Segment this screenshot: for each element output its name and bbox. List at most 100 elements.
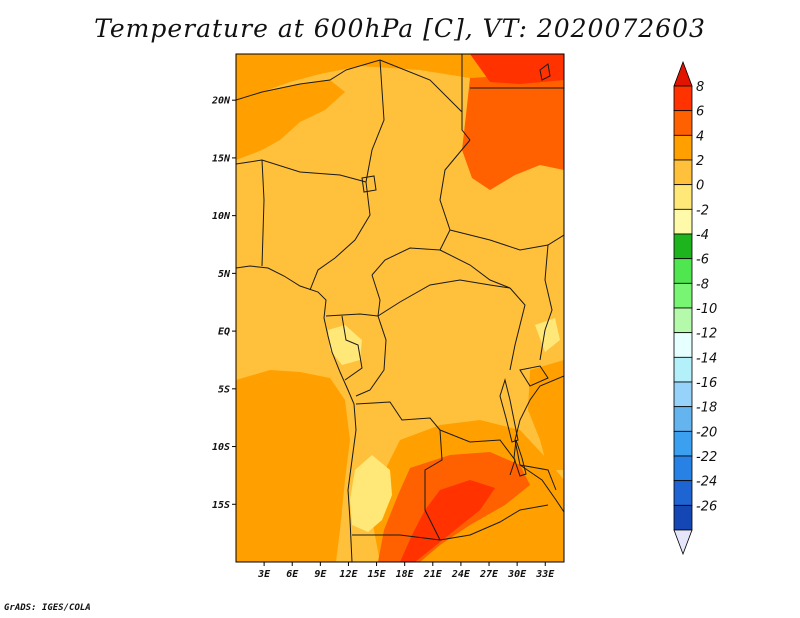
lake-tanganyika	[499, 378, 519, 443]
lat-tick-label: 5N	[218, 269, 231, 280]
colorbar-label: -6	[696, 253, 709, 268]
colorbar-swatch	[673, 159, 693, 186]
border-libya-sudan	[461, 112, 471, 141]
border-niger-chad	[365, 59, 385, 183]
colorbar-swatch	[673, 406, 693, 432]
colorbar-label: -22	[696, 450, 717, 465]
chart-title: Temperature at 600hPa [C], VT: 202007260…	[94, 14, 706, 43]
colorbar-label: -12	[696, 327, 717, 342]
colorbar-swatch	[673, 480, 693, 506]
colorbar-swatch	[673, 356, 693, 383]
lon-tick-label: 15E	[368, 569, 387, 580]
lon-tick-label: 24E	[451, 569, 471, 580]
coastline-west	[236, 265, 357, 562]
border-drc-south-sudan-uganda	[509, 287, 526, 371]
lon-tick-label: 21E	[423, 569, 443, 580]
border-car-drc	[377, 279, 511, 317]
colorbar-swatch	[673, 85, 693, 112]
colorbar-label: 0	[696, 179, 704, 194]
colorbar-swatch	[673, 332, 693, 358]
lat-tick-label: 15S	[212, 500, 230, 511]
colorbar-bottom-triangle	[673, 529, 693, 556]
border-east-africa	[539, 244, 553, 361]
border-angola-zambia	[424, 429, 443, 541]
colorbar-swatch	[673, 282, 693, 309]
coastline-east	[514, 375, 564, 513]
lon-tick-label: 9E	[314, 569, 327, 580]
field-warm-northeast	[462, 72, 564, 190]
border-niger-libya	[345, 59, 463, 113]
border-congo-drc	[355, 315, 387, 397]
grads-credit: GrADS: IGES/COLA	[4, 603, 91, 613]
colorbar-label: -20	[696, 425, 717, 440]
colorbar-swatch	[673, 307, 693, 334]
lon-tick-label: 18E	[396, 569, 415, 580]
lat-tick-label: 20N	[211, 96, 231, 107]
border-gabon-congo	[341, 315, 363, 381]
colorbar-label: -10	[696, 302, 717, 317]
field-cool-east	[535, 318, 560, 352]
field-hot-northeast	[470, 54, 564, 84]
colorbar-label: 8	[696, 80, 704, 95]
border-sudan-south-sudan	[449, 229, 564, 251]
border-cameroon-congo	[325, 313, 379, 317]
border-cameroon-car	[371, 274, 381, 317]
border-chad-sudan	[439, 139, 471, 251]
colorbar-label: 6	[696, 105, 704, 120]
border-algeria-niger	[236, 69, 347, 101]
border-niger-nigeria	[236, 159, 367, 183]
lon-tick-label: 27E	[479, 569, 499, 580]
field-hottest-south	[400, 480, 495, 562]
border-nigeria-cameroon	[309, 181, 371, 291]
colorbar-swatch	[673, 430, 693, 457]
lake-nasser	[539, 63, 551, 81]
colorbar-swatch	[673, 258, 693, 284]
colorbar-label: -24	[696, 475, 717, 490]
border-zambia-south	[439, 504, 549, 541]
latitude-axis: 20N 15N 10N 5N EQ 5S 10S 15S	[211, 96, 236, 511]
colorbar-label: 4	[696, 129, 704, 144]
lat-tick-label: 10N	[212, 211, 231, 222]
colorbar-label: 2	[696, 154, 704, 169]
colorbar-label: -2	[696, 203, 709, 218]
field-warm-northwest	[236, 80, 345, 160]
colorbar-label: -4	[696, 228, 709, 243]
colorbar-swatch	[673, 110, 693, 136]
colorbar-label: -14	[696, 351, 717, 366]
colorbar-label: -26	[696, 499, 717, 514]
lake-malawi	[513, 439, 527, 477]
colorbar-swatch	[673, 504, 693, 531]
border-drc-zambia	[439, 429, 516, 476]
colorbar-swatch	[673, 134, 693, 161]
colorbar-swatch	[673, 184, 693, 210]
longitude-axis: 3E 6E 9E 12E 15E 18E 21E 24E 27E 30E 33E	[257, 562, 555, 580]
colorbar-swatch	[673, 208, 693, 235]
border-drc-angola-north	[355, 401, 441, 431]
map-frame	[235, 53, 565, 563]
colorbar-swatch	[673, 381, 693, 408]
lake-chad	[361, 175, 377, 193]
colorbar-label: -16	[696, 376, 717, 391]
lat-tick-label: 10S	[212, 442, 230, 453]
border-car-south-sudan	[439, 249, 511, 289]
colorbar-swatch	[673, 233, 693, 260]
border-angola-namibia	[352, 534, 441, 541]
border-tanzania-mozambique	[519, 464, 557, 491]
temperature-field	[236, 54, 564, 562]
colorbar: 8 6 4 2 0 -2 -4 -6 -8 -10 -12 -14 -16 -18 -20 -22 -24 -26	[673, 60, 717, 556]
colorbar-top-triangle	[673, 60, 693, 87]
lake-victoria	[519, 365, 549, 387]
border-benin-nigeria	[261, 159, 265, 267]
lon-tick-label: 33E	[535, 569, 555, 580]
lat-tick-label: 15N	[212, 153, 231, 164]
border-chad-car	[371, 247, 441, 276]
colorbar-label: -18	[696, 401, 717, 416]
field-warm-southwest	[236, 370, 350, 562]
lon-tick-label: 12E	[339, 569, 358, 580]
lon-tick-label: 30E	[507, 569, 527, 580]
lon-tick-label: 6E	[286, 569, 299, 580]
field-warm-east	[528, 360, 564, 470]
field-cool-gabon	[328, 325, 362, 365]
field-cool-angola	[350, 455, 392, 532]
